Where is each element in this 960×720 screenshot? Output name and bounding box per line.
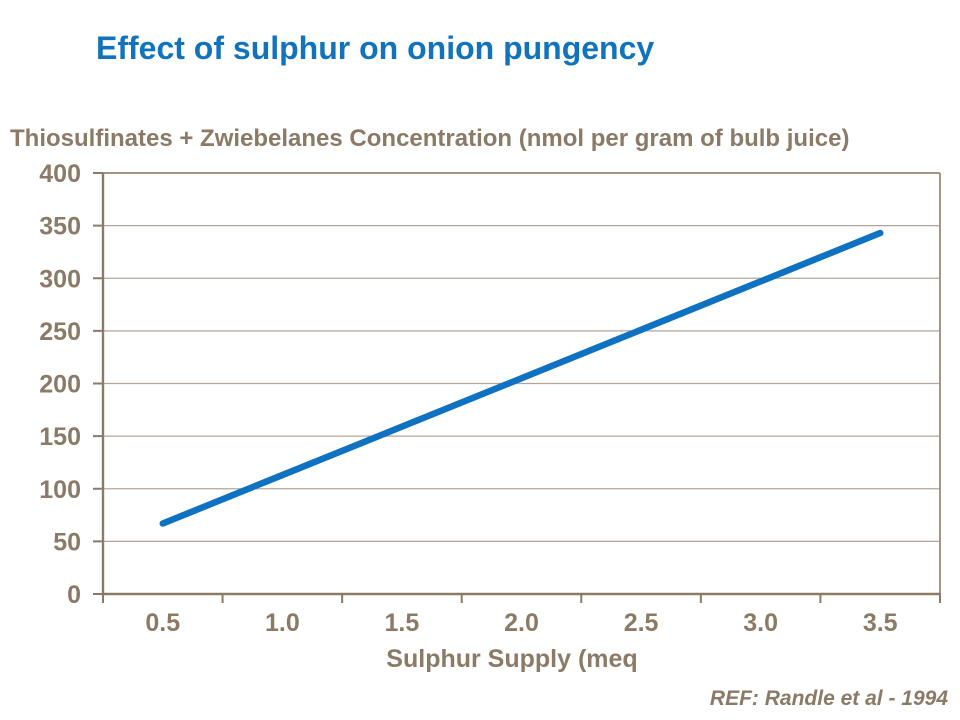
y-axis-title: Thiosulfinates + Zwiebelanes Concentrati… xyxy=(10,125,850,152)
y-tick-label: 350 xyxy=(39,213,81,241)
x-tick-label: 3.0 xyxy=(743,609,778,637)
x-tick-label: 0.5 xyxy=(145,609,180,637)
data-series-line xyxy=(159,229,884,527)
y-tick-label: 200 xyxy=(39,371,81,399)
y-tick-label: 100 xyxy=(39,476,81,504)
y-tick-label: 0 xyxy=(67,581,81,609)
x-axis-title: Sulphur Supply (meq xyxy=(386,645,638,673)
y-tick-label: 50 xyxy=(53,528,81,556)
x-tick-label: 2.5 xyxy=(624,609,659,637)
x-tick-label: 3.5 xyxy=(863,609,898,637)
x-tick-label: 2.0 xyxy=(504,609,539,637)
reference-text: REF: Randle et al - 1994 xyxy=(709,687,948,710)
chart-title: Effect of sulphur on onion pungency xyxy=(96,30,655,66)
y-tick-label: 250 xyxy=(39,318,81,346)
x-tick-label: 1.0 xyxy=(265,609,300,637)
x-tick-label: 1.5 xyxy=(385,609,420,637)
y-tick-label: 300 xyxy=(39,265,81,293)
y-tick-label: 150 xyxy=(39,423,81,451)
y-tick-label: 400 xyxy=(39,160,81,188)
